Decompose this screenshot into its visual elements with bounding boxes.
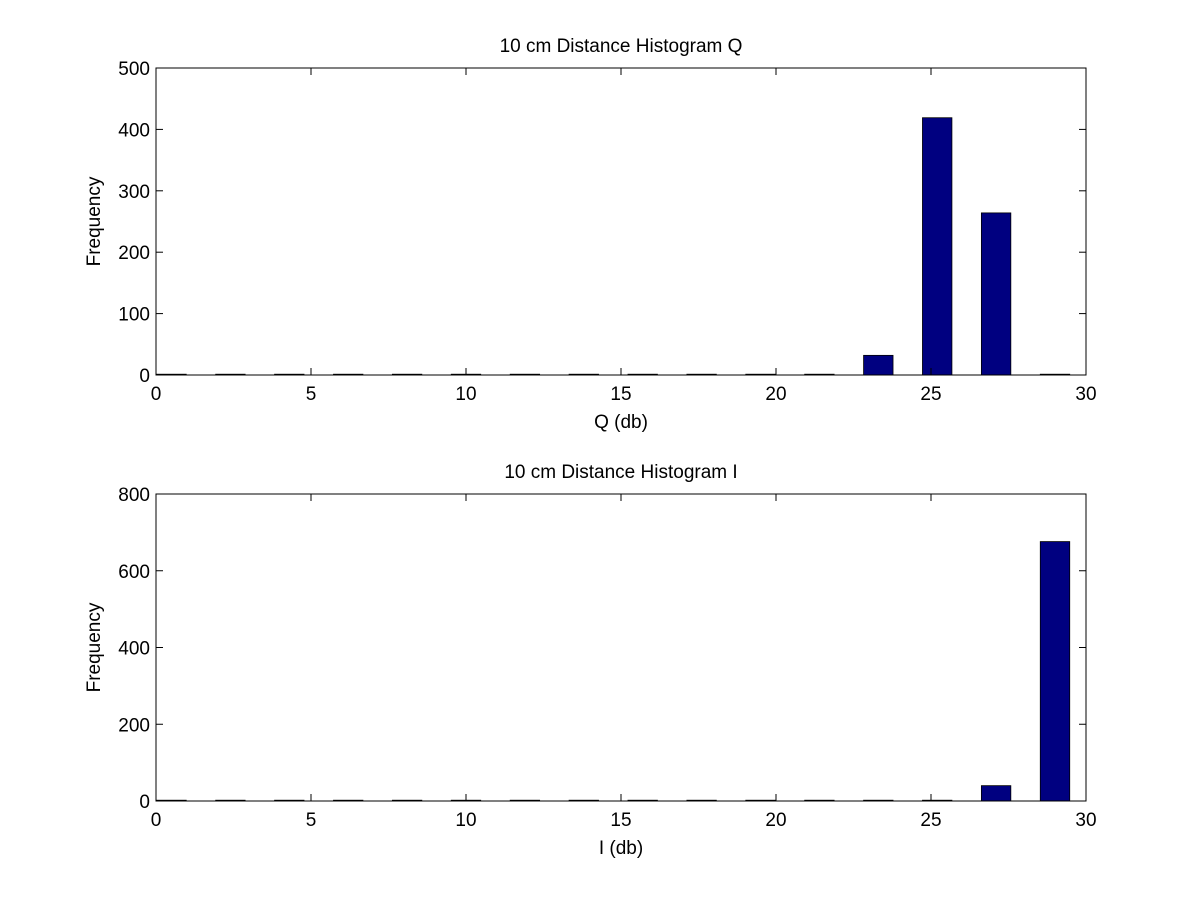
bars-q [156,117,1071,376]
x-tick-label: 15 [610,810,631,831]
x-tick-label: 20 [765,810,786,831]
y-tick-label: 200 [118,243,150,264]
y-tick-label: 0 [139,366,150,387]
y-axis-label: Frequency [84,176,105,266]
histogram-bar [922,117,953,376]
axes-frame [155,493,1087,802]
x-tick-label: 30 [1075,810,1096,831]
chart-title: 10 cm Distance Histogram Q [500,36,743,57]
y-axis-label: Frequency [84,602,105,692]
y-tick-label: 400 [118,639,150,660]
x-tick-label: 25 [920,810,941,831]
ticks-i: 0 5 10 15 20 25 30 0 200 400 600 800 [118,485,1096,831]
bars-i [156,541,1071,802]
x-tick-label: 0 [151,384,162,405]
y-tick-label: 400 [118,120,150,141]
x-tick-label: 0 [151,810,162,831]
x-axis-label: I (db) [599,838,643,859]
y-tick-label: 300 [118,182,150,203]
x-axis-label: Q (db) [594,412,648,433]
y-tick-label: 600 [118,562,150,583]
x-tick-label: 5 [306,810,317,831]
y-tick-label: 200 [118,715,150,736]
chart-title: 10 cm Distance Histogram I [504,462,737,483]
histogram-bar [980,212,1012,376]
y-tick-label: 100 [118,305,150,326]
histogram-bar [863,354,894,376]
x-tick-label: 30 [1075,384,1096,405]
x-tick-label: 20 [765,384,786,405]
y-tick-label: 500 [118,59,150,80]
x-tick-label: 5 [306,384,317,405]
x-tick-label: 10 [455,384,476,405]
y-tick-label: 800 [118,485,150,506]
axes-i: 0 5 10 15 20 25 30 0 200 400 600 800 10 cm Distance… [84,462,1097,859]
x-tick-label: 15 [610,384,631,405]
histogram-bar [980,785,1012,802]
x-tick-label: 25 [920,384,941,405]
x-tick-label: 10 [455,810,476,831]
y-tick-label: 0 [139,792,150,813]
histogram-bar [1039,541,1071,802]
